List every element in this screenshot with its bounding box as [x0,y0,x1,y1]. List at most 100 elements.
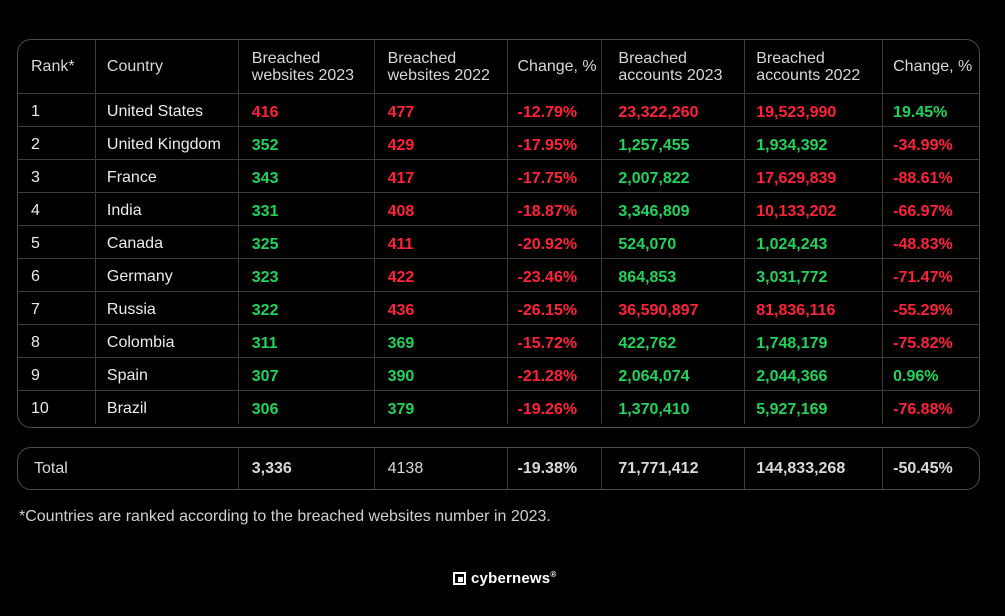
accounts-2023-cell: 23,322,260 [601,94,744,127]
accounts-2023-cell: 864,853 [601,259,744,292]
accounts-2023-cell: 36,590,897 [601,292,744,325]
accounts-2023-cell: 422,762 [601,325,744,358]
table-row: 10 Brazil 306 379 -19.26% 1,370,410 5,927,169-… [18,390,979,424]
websites-2023-cell: 352 [237,127,374,160]
header-websites-change: Change, % [507,40,601,93]
accounts-change-cell: 0.96% [882,358,979,391]
websites-change-cell: -12.79% [507,94,601,127]
accounts-change-cell: -48.83% [882,226,979,259]
websites-2023-cell: 307 [237,358,374,391]
brand-logo: cybernews® [453,570,556,587]
header-websites-2023: Breached websites 2023 [237,40,374,93]
header-accounts-2022-line: Breached [756,49,825,67]
accounts-change-cell: -88.61% [882,160,979,193]
breach-table: Rank* Country Breached websites 2023 Breache… [17,39,980,428]
header-country-line: Country [106,58,163,75]
header-accounts-change-line: Change, % [893,58,973,75]
websites-change-cell: -17.95% [507,127,601,160]
websites-2023-cell: 322 [237,292,374,325]
country-cell: Spain [94,358,238,391]
country-cell: United States [94,94,238,127]
header-accounts-2023: Breached accounts 2023 [601,40,744,93]
country-cell: Brazil [94,391,238,424]
websites-change-cell: -15.72% [507,325,601,358]
websites-change-cell: -19.26% [507,391,601,424]
header-websites-2023-line: websites 2023 [251,66,355,84]
accounts-change-cell: -76.88% [882,391,979,424]
header-accounts-2023-line: Breached [618,49,687,67]
rank-cell: 1 [31,102,40,120]
table-row: 6 Germany 323 422 -23.46% 864,853 3,031,772 -71… [18,258,979,292]
country-cell: France [94,160,238,193]
rank-cell: 6 [31,267,40,285]
accounts-2023-cell: 3,346,809 [601,193,744,226]
country-cell: India [94,193,238,226]
accounts-2022-cell: 2,044,366 [744,358,882,391]
accounts-2023-cell: 1,257,455 [601,127,744,160]
accounts-change-cell: -75.82% [882,325,979,358]
accounts-2023-cell: 2,064,074 [601,358,744,391]
header-websites-2023-line: Breached [251,49,321,67]
total-websites-2023: 3,336 [237,448,374,489]
websites-2022-cell: 429 [373,127,508,160]
brand-name: cybernews [471,570,551,587]
accounts-2022-cell: 1,934,392 [744,127,882,160]
footnote: *Countries are ranked according to the b… [19,508,551,525]
header-rank-line: Rank* [31,58,75,75]
rank-cell: 9 [31,366,40,384]
accounts-change-cell: -55.29% [882,292,979,325]
table-row: 1 United States 416 477 -12.79% 23,322,260 19,… [18,93,979,127]
header-country: Country [94,40,238,93]
brand-registered-mark: ® [550,570,557,579]
accounts-2022-cell: 19,523,990 [744,94,882,127]
accounts-2022-cell: 17,629,839 [744,160,882,193]
websites-change-cell: -23.46% [507,259,601,292]
header-rank: Rank* [18,40,95,93]
header-accounts-change: Change, % [882,40,979,93]
table-row: 8 Colombia 311 369 -15.72% 422,762 1,748,179 -7… [18,324,979,358]
accounts-2023-cell: 2,007,822 [601,160,744,193]
table-row: 7 Russia 322 436 -26.15% 36,590,897 81,836,116… [18,291,979,325]
rank-cell: 4 [31,201,40,219]
country-cell: Canada [94,226,238,259]
accounts-change-cell: -34.99% [882,127,979,160]
country-cell: United Kingdom [94,127,238,160]
websites-change-cell: -20.92% [507,226,601,259]
rank-cell: 5 [31,234,40,252]
websites-2022-cell: 477 [373,94,508,127]
accounts-2022-cell: 81,836,116 [744,292,882,325]
websites-change-cell: -18.87% [507,193,601,226]
websites-2022-cell: 390 [373,358,508,391]
table-row: 3 France 343 417 -17.75% 2,007,822 17,629,839-… [18,159,979,193]
header-websites-change-line: Change, % [517,58,597,75]
table-row: 5 Canada 325 411 -20.92% 524,070 1,024,243 -48.… [18,225,979,259]
websites-2023-cell: 323 [237,259,374,292]
websites-2022-cell: 422 [373,259,508,292]
total-websites-2022: 4138 [373,448,508,489]
header-accounts-2022-line: accounts 2022 [756,66,861,84]
accounts-2022-cell: 5,927,169 [744,391,882,424]
websites-2023-cell: 331 [237,193,374,226]
rank-cell: 3 [31,168,40,186]
total-accounts-2023: 71,771,412 [601,448,744,489]
accounts-change-cell: -71.47% [882,259,979,292]
country-cell: Colombia [94,325,238,358]
rank-cell: 8 [31,333,40,351]
websites-2022-cell: 408 [373,193,508,226]
websites-2022-cell: 411 [373,226,508,259]
total-accounts-2022: 144,833,268 [744,448,882,489]
header-websites-2022: Breached websites 2022 [373,40,508,93]
table-row: 4 India 331 408 -18.87% 3,346,809 10,133,202 -6… [18,192,979,226]
accounts-change-cell: -66.97% [882,193,979,226]
total-label: Total [34,459,68,477]
accounts-2022-cell: 3,031,772 [744,259,882,292]
accounts-2022-cell: 10,133,202 [744,193,882,226]
table-header: Rank* Country Breached websites 2023 Breache… [18,40,979,93]
cybernews-logo-icon [453,572,466,585]
accounts-2022-cell: 1,024,243 [744,226,882,259]
table-row: 9 Spain 307 390 -21.28% 2,064,074 2,044,366 0.9… [18,357,979,391]
rank-cell: 10 [31,399,49,417]
websites-2023-cell: 325 [237,226,374,259]
rank-cell: 7 [31,300,40,318]
websites-2022-cell: 369 [373,325,508,358]
